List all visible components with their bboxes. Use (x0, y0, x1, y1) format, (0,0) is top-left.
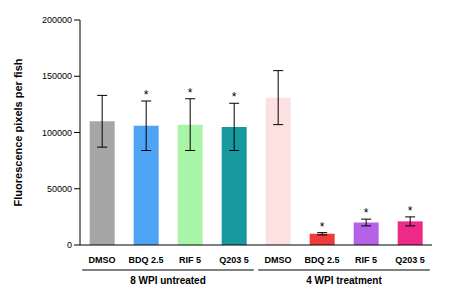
svg-text:*: * (364, 206, 369, 220)
svg-text:100000: 100000 (42, 128, 72, 138)
svg-text:*: * (188, 86, 193, 100)
svg-text:Fluorescence pixels per fish: Fluorescence pixels per fish (12, 58, 24, 206)
svg-text:4 WPI treatment: 4 WPI treatment (306, 275, 382, 286)
svg-text:RIF 5: RIF 5 (179, 255, 201, 265)
svg-text:BDQ 2.5: BDQ 2.5 (128, 255, 163, 265)
svg-text:Q203 5: Q203 5 (219, 255, 249, 265)
svg-text:BDQ 2.5: BDQ 2.5 (304, 255, 339, 265)
svg-text:*: * (144, 88, 149, 102)
svg-text:DMSO: DMSO (265, 255, 292, 265)
svg-text:*: * (320, 220, 325, 234)
svg-text:DMSO: DMSO (89, 255, 116, 265)
svg-text:50000: 50000 (47, 184, 72, 194)
svg-text:RIF 5: RIF 5 (355, 255, 377, 265)
svg-text:Q203 5: Q203 5 (395, 255, 425, 265)
svg-text:150000: 150000 (42, 71, 72, 81)
svg-text:8 WPI untreated: 8 WPI untreated (130, 275, 206, 286)
svg-text:0: 0 (67, 240, 72, 250)
svg-text:200000: 200000 (42, 15, 72, 25)
svg-text:*: * (232, 90, 237, 104)
svg-text:*: * (408, 204, 413, 218)
